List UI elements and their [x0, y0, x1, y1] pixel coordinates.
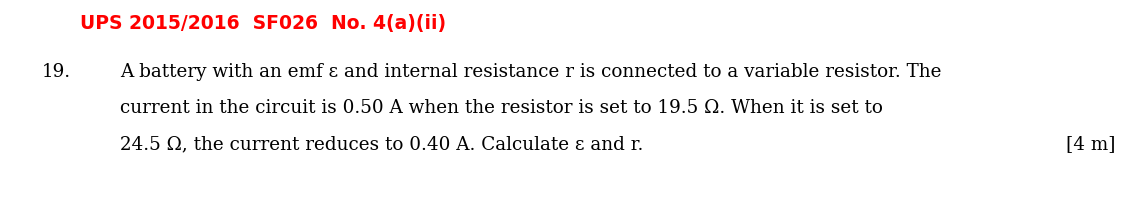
Text: current in the circuit is 0.50 A when the resistor is set to 19.5 Ω. When it is : current in the circuit is 0.50 A when th… — [120, 99, 883, 117]
Text: 19.: 19. — [42, 63, 71, 81]
Text: [4 m]: [4 m] — [1066, 135, 1116, 153]
Text: A battery with an emf ε and internal resistance r is connected to a variable res: A battery with an emf ε and internal res… — [120, 63, 941, 81]
Text: 24.5 Ω, the current reduces to 0.40 A. Calculate ε and r.: 24.5 Ω, the current reduces to 0.40 A. C… — [120, 135, 643, 153]
Text: UPS 2015/2016  SF026  No. 4(a)(ii): UPS 2015/2016 SF026 No. 4(a)(ii) — [81, 14, 446, 33]
